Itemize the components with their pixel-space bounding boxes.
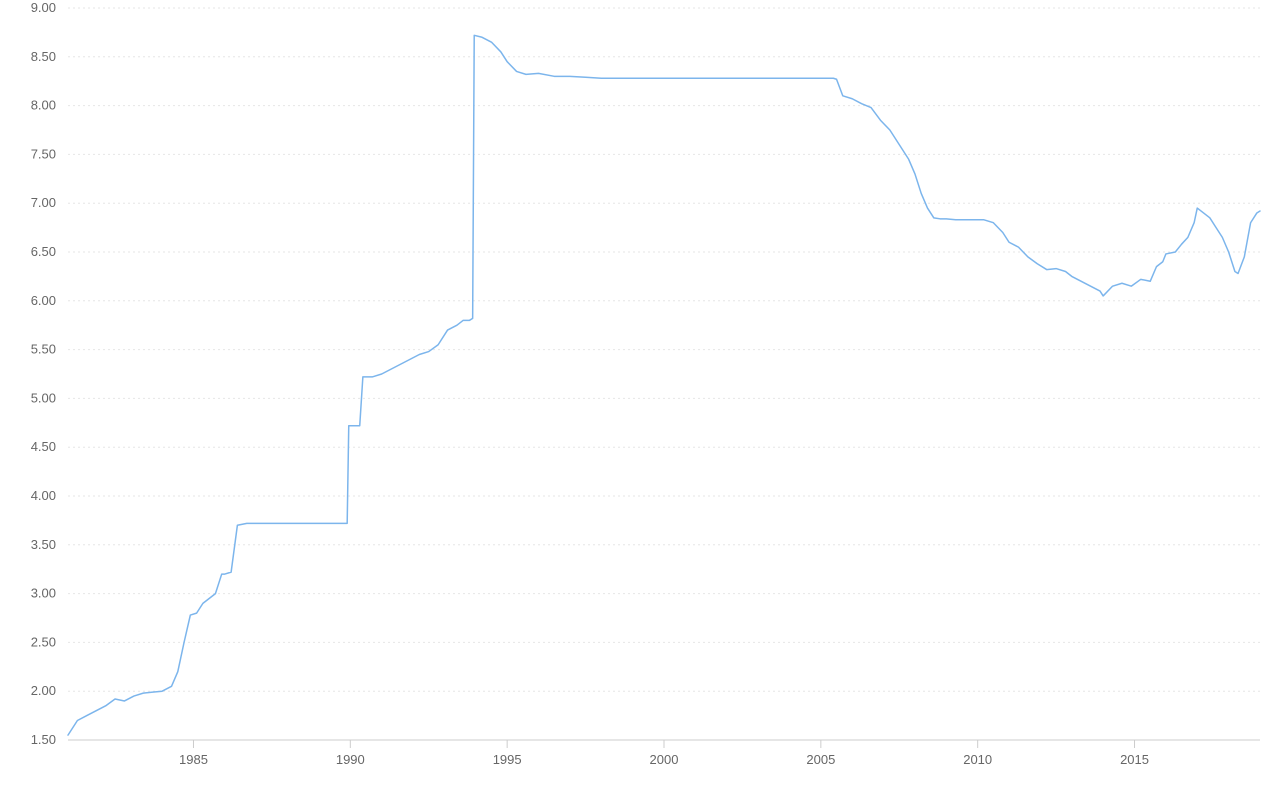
line-chart: 1.50 2.00 2.50 3.00 3.50 4.00 4.50 5.00 5.50 6.00… <box>0 0 1280 790</box>
y-tick-label: 8.00 <box>31 98 56 113</box>
y-tick-label: 2.00 <box>31 683 56 698</box>
x-tick-label: 2005 <box>806 752 835 767</box>
y-tick-label: 8.50 <box>31 49 56 64</box>
y-tick-label: 4.00 <box>31 488 56 503</box>
y-tick-label: 2.50 <box>31 634 56 649</box>
y-tick-label: 1.50 <box>31 732 56 747</box>
x-tick-label: 2000 <box>650 752 679 767</box>
chart-svg: 1.50 2.00 2.50 3.00 3.50 4.00 4.50 5.00 5.50 6.00… <box>0 0 1280 790</box>
y-tick-label: 3.00 <box>31 586 56 601</box>
y-tick-label: 3.50 <box>31 537 56 552</box>
y-tick-label: 7.00 <box>31 195 56 210</box>
y-tick-label: 6.00 <box>31 293 56 308</box>
y-tick-label: 5.00 <box>31 390 56 405</box>
x-tick-label: 1990 <box>336 752 365 767</box>
x-tick-label: 2015 <box>1120 752 1149 767</box>
y-tick-label: 5.50 <box>31 342 56 357</box>
x-tick-label: 2010 <box>963 752 992 767</box>
x-tick-label: 1995 <box>493 752 522 767</box>
y-tick-label: 6.50 <box>31 244 56 259</box>
y-tick-label: 4.50 <box>31 439 56 454</box>
x-tick-label: 1985 <box>179 752 208 767</box>
y-tick-label: 9.00 <box>31 0 56 15</box>
y-tick-label: 7.50 <box>31 146 56 161</box>
